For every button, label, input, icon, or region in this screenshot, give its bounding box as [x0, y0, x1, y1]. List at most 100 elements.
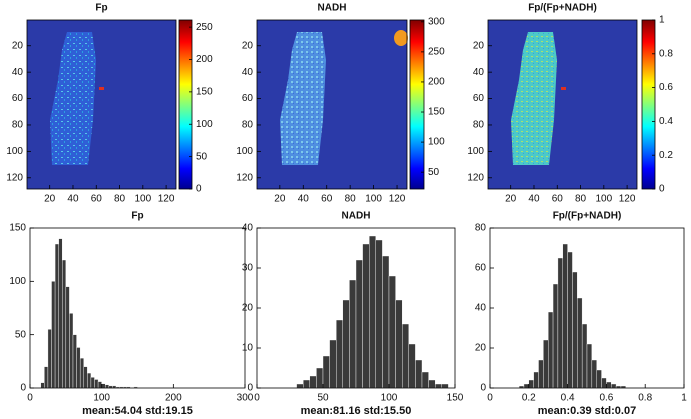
- histogram-bar: [606, 381, 612, 389]
- histogram-bar: [87, 372, 92, 389]
- y-tick-label: 40: [12, 67, 24, 78]
- x-tick-label: 80: [345, 194, 357, 205]
- histogram-bar: [362, 243, 370, 389]
- histogram-bar: [105, 384, 110, 389]
- tissue: [280, 32, 326, 165]
- histogram-bar: [62, 259, 67, 389]
- histogram-bar: [552, 283, 559, 389]
- colorbar-tick-label: 50: [196, 151, 208, 162]
- histogram-bar: [441, 383, 449, 389]
- x-tick-label: 100: [93, 393, 110, 404]
- histogram-bar: [342, 299, 350, 389]
- x-tick-label: 40: [298, 194, 310, 205]
- colorbar-tick-label: 150: [428, 107, 445, 118]
- colorbar-tick-label: 200: [428, 77, 445, 88]
- x-tick-label: 20: [505, 194, 517, 205]
- x-tick-label: 40: [528, 194, 540, 205]
- x-tick-label: 120: [619, 194, 636, 205]
- histogram-bar: [523, 383, 530, 389]
- y-tick-label: 40: [475, 303, 487, 314]
- axes-frame: [256, 227, 456, 389]
- histogram-bar: [548, 311, 554, 389]
- y-tick-label: 40: [473, 67, 485, 78]
- y-tick-label: 0: [20, 383, 26, 394]
- histogram-bar: [408, 343, 416, 389]
- y-tick-label: 60: [242, 93, 254, 104]
- axes-frame: [487, 19, 638, 190]
- histogram-bar: [65, 286, 70, 389]
- histogram-bar: [322, 355, 330, 389]
- x-tick-label: 100: [595, 194, 612, 205]
- image-background: [27, 20, 176, 189]
- histogram-bar: [44, 366, 49, 389]
- histogram-bar: [562, 243, 568, 389]
- y-tick-label: 60: [475, 263, 487, 274]
- tissue: [50, 32, 96, 165]
- x-axis-label: mean:0.39 std:0.07: [538, 405, 636, 417]
- histogram-bar: [533, 371, 539, 389]
- colorbar-tick-label: 0.4: [659, 116, 673, 127]
- histogram-bar: [349, 279, 357, 389]
- colorbar-tick-label: 0.8: [659, 48, 673, 59]
- histogram-bar: [601, 377, 607, 389]
- x-tick-label: 0.8: [638, 393, 652, 404]
- y-tick-label: 40: [242, 67, 254, 78]
- spot: [561, 87, 566, 90]
- panel-title: Fp/(Fp+NADH): [553, 211, 622, 222]
- histogram-bar: [421, 371, 429, 389]
- histogram-bar: [415, 359, 423, 389]
- y-tick-label: 30: [242, 263, 254, 274]
- spot: [99, 87, 104, 90]
- histogram-bar: [329, 339, 337, 389]
- histogram-bar: [402, 323, 410, 389]
- histogram-bar: [567, 251, 573, 389]
- colorbar: [641, 19, 656, 190]
- y-tick-label: 120: [467, 172, 484, 183]
- colorbar-tick-label: 200: [196, 54, 213, 65]
- histogram-bar: [428, 379, 436, 389]
- histogram-bar: [54, 243, 59, 389]
- histogram-bar: [388, 275, 396, 389]
- panel-title: NADH: [318, 3, 347, 14]
- y-tick-label: 20: [242, 303, 254, 314]
- colorbar-tick-label: 300: [428, 16, 445, 27]
- x-tick-label: 200: [165, 393, 182, 404]
- colorbar-tick-label: 150: [196, 87, 213, 98]
- panel-title: Fp/(Fp+NADH): [528, 3, 597, 14]
- histogram-bar: [577, 297, 583, 389]
- colorbar-tick-label: 100: [196, 119, 213, 130]
- colorbar-tick-label: 1: [659, 15, 665, 26]
- y-tick-label: 100: [9, 276, 26, 287]
- histogram-bar: [611, 383, 617, 389]
- histogram-bar: [572, 271, 578, 389]
- x-axis-label: mean:54.04 std:19.15: [82, 405, 193, 417]
- x-tick-label: 100: [365, 194, 382, 205]
- y-tick-label: 0: [480, 383, 486, 394]
- histogram-bar: [90, 377, 95, 389]
- x-tick-label: 150: [447, 393, 464, 404]
- x-axis-label: mean:81.16 std:15.50: [301, 405, 412, 417]
- colorbar-tick-label: 0.2: [659, 150, 673, 161]
- histogram-bar: [79, 357, 84, 389]
- y-tick-label: 80: [473, 120, 485, 131]
- histogram-bar: [51, 281, 56, 389]
- histogram-bar: [76, 347, 81, 389]
- y-tick-label: 80: [475, 223, 487, 234]
- y-tick-label: 20: [473, 40, 485, 51]
- x-tick-label: 20: [274, 194, 286, 205]
- x-tick-label: 120: [158, 194, 175, 205]
- x-tick-label: 60: [91, 194, 103, 205]
- histogram-bar: [538, 359, 544, 389]
- x-tick-label: 80: [114, 194, 126, 205]
- histogram-bar: [543, 339, 549, 389]
- spot: [394, 30, 408, 46]
- y-tick-label: 100: [467, 146, 484, 157]
- axes-frame: [26, 19, 177, 190]
- x-tick-label: 100: [134, 194, 151, 205]
- image-background: [488, 20, 637, 189]
- y-tick-label: 60: [12, 93, 24, 104]
- histogram-bar: [101, 383, 106, 389]
- colorbar-tick-label: 250: [428, 47, 445, 58]
- axes-frame: [29, 227, 246, 389]
